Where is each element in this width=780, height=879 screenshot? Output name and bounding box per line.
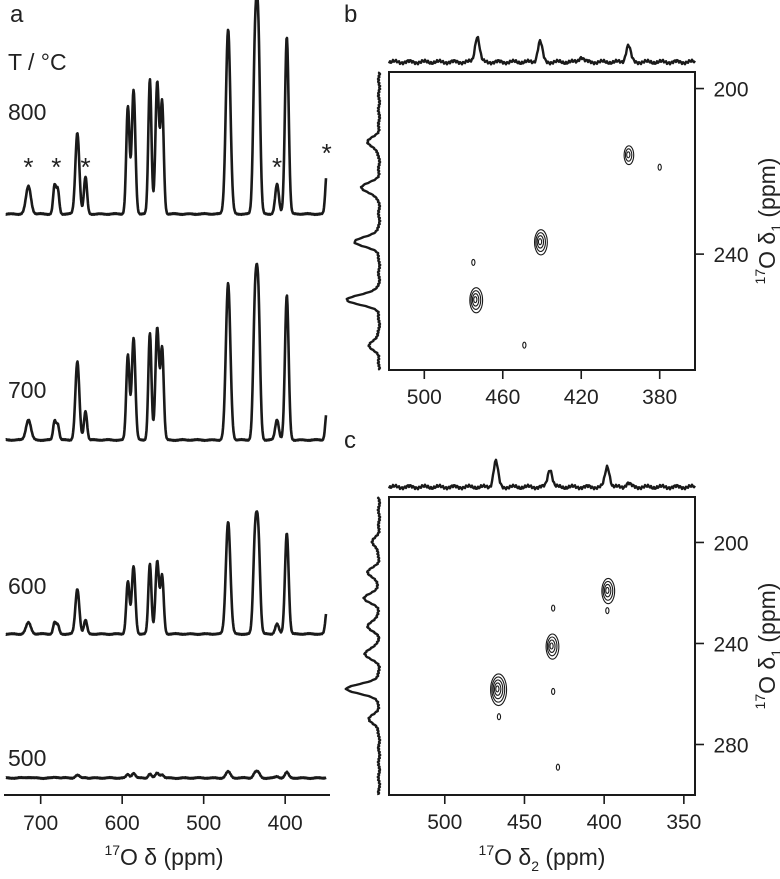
panel-c-y-axis-title: 17O δ1 (ppm) (752, 583, 780, 710)
y-tick-label: 200 (713, 79, 748, 102)
contour-ring (546, 636, 558, 657)
contour-ring (495, 685, 500, 693)
contour-ring (522, 341, 527, 349)
panel-b-left-projection (345, 71, 382, 371)
contour-ring (602, 580, 614, 601)
contour-ring (469, 287, 484, 314)
x-tick-label: 500 (186, 812, 221, 835)
y-tick-label: 280 (713, 734, 748, 757)
sideband-asterisks: * * * * * (23, 138, 331, 182)
contour-ring (471, 293, 480, 307)
contour-ring (533, 229, 548, 256)
trace-label-600: 600 (8, 573, 46, 599)
trace-label-800: 800 (8, 99, 46, 125)
panel-c-contours (490, 577, 616, 771)
trace-label-500: 500 (8, 745, 46, 771)
panel-c-ticks: 500 450 400 350 200 240 280 (427, 532, 748, 834)
sideband-asterisk: * (272, 152, 282, 182)
panel-a-legend-title: T / °C (8, 49, 67, 75)
x-tick-label: 500 (407, 386, 442, 409)
x-tick-label: 400 (268, 812, 303, 835)
contour-ring (470, 290, 482, 310)
x-tick-label: 700 (23, 812, 58, 835)
x-tick-label: 350 (666, 811, 701, 834)
panel-b-y-axis-title: 17O δ1 (ppm) (752, 158, 780, 285)
panel-b: b 500 460 420 380 200 240 17O δ1 (ppm) (344, 1, 780, 409)
x-tick-label: 600 (105, 812, 140, 835)
panel-b-ticks: 500 460 420 380 200 240 (407, 79, 749, 409)
contour-ring (493, 682, 502, 696)
contour-ring (548, 639, 556, 653)
contour-ring (536, 235, 545, 249)
panel-a-x-axis-title: 17O δ (ppm) (104, 842, 223, 870)
contour-ring (549, 642, 554, 650)
trace-500 (5, 769, 327, 780)
contour-ring (492, 679, 504, 700)
panel-c-x-axis-title: 17O δ2 (ppm) (479, 842, 606, 874)
contour-ring (535, 232, 546, 253)
panel-c-plot-frame (388, 496, 696, 796)
contour-ring (603, 583, 612, 598)
panel-b-top-projection (387, 35, 696, 66)
contour-ring (496, 713, 502, 721)
contour-ring (657, 163, 662, 171)
x-tick-label: 500 (427, 811, 462, 834)
contour-ring (605, 607, 610, 615)
panel-c-top-projection (387, 458, 696, 491)
y-tick-label: 200 (713, 532, 748, 555)
sideband-asterisk: * (51, 152, 61, 182)
contour-ring (623, 145, 635, 166)
contour-ring (491, 676, 506, 703)
sideband-asterisk: * (23, 152, 33, 182)
contour-ring (605, 586, 610, 594)
contour-ring (545, 633, 560, 660)
x-tick-label: 400 (587, 811, 622, 834)
sideband-asterisk: * (322, 138, 332, 168)
trace-label-700: 700 (8, 377, 46, 403)
contour-ring (551, 687, 556, 696)
panel-a: a T / °C 800 700 600 500 * * * * * 700 600 500… (4, 0, 332, 870)
panel-b-label: b (344, 1, 357, 28)
y-tick-label: 240 (713, 244, 748, 267)
x-tick-label: 380 (642, 386, 677, 409)
contour-ring (551, 604, 556, 612)
contour-ring (555, 763, 561, 771)
contour-ring (490, 673, 508, 707)
trace-700 (5, 262, 328, 442)
x-tick-label: 450 (507, 811, 542, 834)
contour-ring (473, 296, 478, 304)
contour-ring (471, 258, 476, 266)
x-tick-label: 420 (564, 386, 599, 409)
panel-c: c 500 450 400 350 200 240 280 17O δ2 (ppm) 17O… (344, 427, 780, 874)
panel-c-left-projection (344, 496, 382, 796)
panel-a-x-ticks: 700 600 500 400 (23, 795, 303, 835)
contour-ring (537, 238, 543, 246)
panel-c-label: c (344, 427, 356, 454)
x-tick-label: 460 (485, 386, 520, 409)
contour-ring (626, 151, 631, 159)
trace-600 (5, 510, 328, 636)
sideband-asterisk: * (80, 152, 90, 182)
y-tick-label: 240 (713, 633, 748, 656)
trace-800 (5, 0, 328, 216)
panel-a-label: a (10, 1, 24, 28)
contour-ring (624, 148, 633, 162)
panel-b-plot-frame (388, 71, 696, 371)
panel-b-contours (469, 145, 662, 349)
contour-ring (601, 577, 616, 605)
